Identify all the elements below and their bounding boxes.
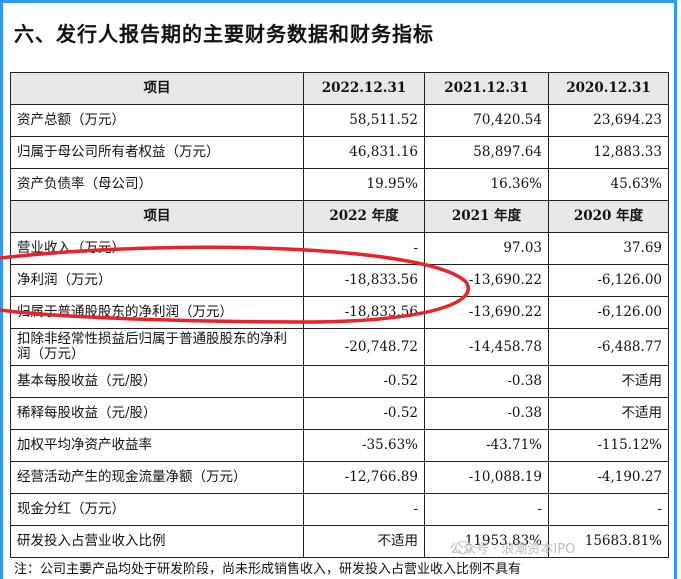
cell-value: -	[424, 493, 549, 526]
row-label: 加权平均净资产收益率	[10, 429, 304, 462]
cell-value: -6,126.00	[548, 264, 669, 297]
column-header: 2022.12.31	[303, 72, 425, 105]
row-label: 净利润（万元）	[10, 264, 304, 297]
row-label: 研发投入占营业收入比例	[10, 525, 304, 558]
cell-value: -6,488.77	[548, 328, 669, 366]
cell-value: -13,690.22	[424, 296, 549, 329]
table-header-row: 项目 2022 年度 2021 年度 2020 年度	[10, 200, 669, 233]
table-row: 营业收入（万元） -97.03 37.69	[10, 232, 669, 265]
cell-value: 16.36%	[424, 168, 549, 201]
row-label: 归属于母公司所有者权益（万元）	[10, 136, 304, 169]
cell-value: 58,511.52	[303, 104, 425, 137]
cell-value: -12,766.89	[303, 461, 425, 494]
table-row: 归属于普通股股东的净利润（万元） -18,833.56 -13,690.22 -6,1…	[10, 296, 669, 329]
column-header: 项目	[10, 200, 304, 233]
financial-data-table: 项目 2022.12.31 2021.12.31 2020.12.31 资产总额（万元）…	[10, 72, 669, 558]
cell-value: -0.52	[303, 397, 425, 430]
cell-value: 37.69	[548, 232, 669, 265]
column-header: 2021.12.31	[424, 72, 549, 105]
table-row: 扣除非经常性损益后归属于普通股股东的净利润（万元） -20,748.72 -14,4…	[10, 328, 669, 366]
cell-value: -14,458.78	[424, 328, 549, 366]
row-label: 基本每股收益（元/股）	[10, 365, 304, 398]
row-label: 现金分红（万元）	[10, 493, 304, 526]
cell-value: -13,690.22	[424, 264, 549, 297]
cell-value: -18,833.56	[303, 296, 425, 329]
row-label: 资产负债率（母公司）	[10, 168, 304, 201]
cell-value: 12,883.33	[548, 136, 669, 169]
table-row: 研发投入占营业收入比例 不适用 11953.83% 15683.81%	[10, 525, 669, 558]
row-label: 经营活动产生的现金流量净额（万元）	[10, 461, 304, 494]
table-row: 稀释每股收益（元/股） -0.52 -0.38 不适用	[10, 397, 669, 430]
cell-value: 46,831.16	[303, 136, 425, 169]
table-row: 净利润（万元） -18,833.56 -13,690.22 -6,126.00	[10, 264, 669, 297]
cell-value: 不适用	[548, 397, 669, 430]
table-row: 基本每股收益（元/股） -0.52 -0.38 不适用	[10, 365, 669, 398]
row-label: 稀释每股收益（元/股）	[10, 397, 304, 430]
cell-value: -18,833.56	[303, 264, 425, 297]
cell-value: 97.03	[424, 232, 549, 265]
watermark: 公众号 · 浪潮资本IPO	[450, 542, 576, 557]
cell-value: -0.38	[424, 365, 549, 398]
table-row: 资产总额（万元） 58,511.52 70,420.54 23,694.23	[10, 104, 669, 137]
cell-value: -20,748.72	[303, 328, 425, 366]
row-label: 扣除非经常性损益后归属于普通股股东的净利润（万元）	[10, 328, 304, 366]
cell-value: -	[548, 493, 669, 526]
cell-value: 不适用	[303, 525, 425, 558]
cell-value: 45.63%	[548, 168, 669, 201]
section-title: 六、发行人报告期的主要财务数据和财务指标	[14, 22, 434, 46]
cell-value: 58,897.64	[424, 136, 549, 169]
cell-value: -35.63%	[303, 429, 425, 462]
row-label: 归属于普通股股东的净利润（万元）	[10, 296, 304, 329]
cell-value: 15683.81%	[548, 525, 669, 558]
column-header: 项目	[10, 72, 304, 105]
column-header: 2022 年度	[303, 200, 425, 233]
cell-value: -115.12%	[548, 429, 669, 462]
column-header: 2021 年度	[424, 200, 549, 233]
cell-value: -0.52	[303, 365, 425, 398]
wechat-icon	[455, 541, 471, 554]
cell-value: -0.38	[424, 397, 549, 430]
cell-value: -4,190.27	[548, 461, 669, 494]
cell-value: 70,420.54	[424, 104, 549, 137]
column-header: 2020.12.31	[548, 72, 669, 105]
table-row: 归属于母公司所有者权益（万元） 46,831.16 58,897.64 12,883.…	[10, 136, 669, 169]
cell-value: -6,126.00	[548, 296, 669, 329]
table-header-row: 项目 2022.12.31 2021.12.31 2020.12.31	[10, 72, 669, 105]
column-header: 2020 年度	[548, 200, 669, 233]
cell-value: -	[303, 493, 425, 526]
cell-value: -	[303, 232, 425, 265]
cell-value: -10,088.19	[424, 461, 549, 494]
table-row: 加权平均净资产收益率 -35.63% -43.71% -115.12%	[10, 429, 669, 462]
row-label: 营业收入（万元）	[10, 232, 304, 265]
cell-value: 23,694.23	[548, 104, 669, 137]
cell-value: -43.71%	[424, 429, 549, 462]
cell-value: 不适用	[548, 365, 669, 398]
footnote: 注：公司主要产品均处于研发阶段，尚未形成销售收入，研发投入占营业收入比例不具有	[14, 562, 522, 577]
row-label: 资产总额（万元）	[10, 104, 304, 137]
table-row: 资产负债率（母公司） 19.95% 16.36% 45.63%	[10, 168, 669, 201]
cell-value: 19.95%	[303, 168, 425, 201]
table-row: 经营活动产生的现金流量净额（万元） -12,766.89 -10,088.19 -4,…	[10, 461, 669, 494]
table-row: 现金分红（万元） - - -	[10, 493, 669, 526]
